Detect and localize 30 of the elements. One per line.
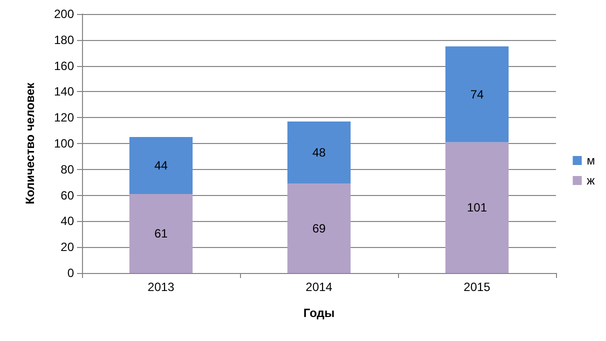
data-label: 48 — [312, 146, 326, 160]
y-tick-label: 140 — [54, 84, 74, 99]
x-tick-label: 2015 — [464, 280, 491, 294]
y-tick-label: 200 — [54, 7, 74, 21]
y-tick-label: 160 — [54, 58, 74, 73]
data-label: 74 — [470, 87, 484, 102]
y-tick-label: 60 — [60, 188, 74, 202]
x-tick-label: 2013 — [148, 280, 175, 294]
bar — [287, 184, 351, 273]
x-tick-label: 2014 — [306, 280, 333, 294]
y-tick-label: 180 — [54, 32, 74, 47]
x-axis-title: Годы — [303, 306, 335, 320]
y-axis-title: Количество человек — [23, 82, 37, 204]
y-tick-label: 100 — [54, 136, 74, 150]
bar — [445, 46, 509, 142]
data-label: 44 — [154, 158, 168, 173]
bar — [287, 121, 351, 184]
y-tick-label: 40 — [60, 214, 74, 228]
legend-label: м — [586, 154, 595, 168]
data-label: 61 — [154, 226, 168, 241]
legend-label: ж — [586, 174, 595, 188]
bar — [129, 194, 193, 273]
data-label: 69 — [312, 221, 326, 236]
y-tick-label: 80 — [60, 162, 74, 176]
y-tick-label: 120 — [54, 110, 74, 125]
bar — [445, 142, 509, 273]
y-tick-label: 20 — [60, 240, 74, 254]
data-label: 101 — [466, 200, 488, 215]
y-tick-label: 0 — [67, 266, 74, 280]
bar — [129, 137, 193, 194]
